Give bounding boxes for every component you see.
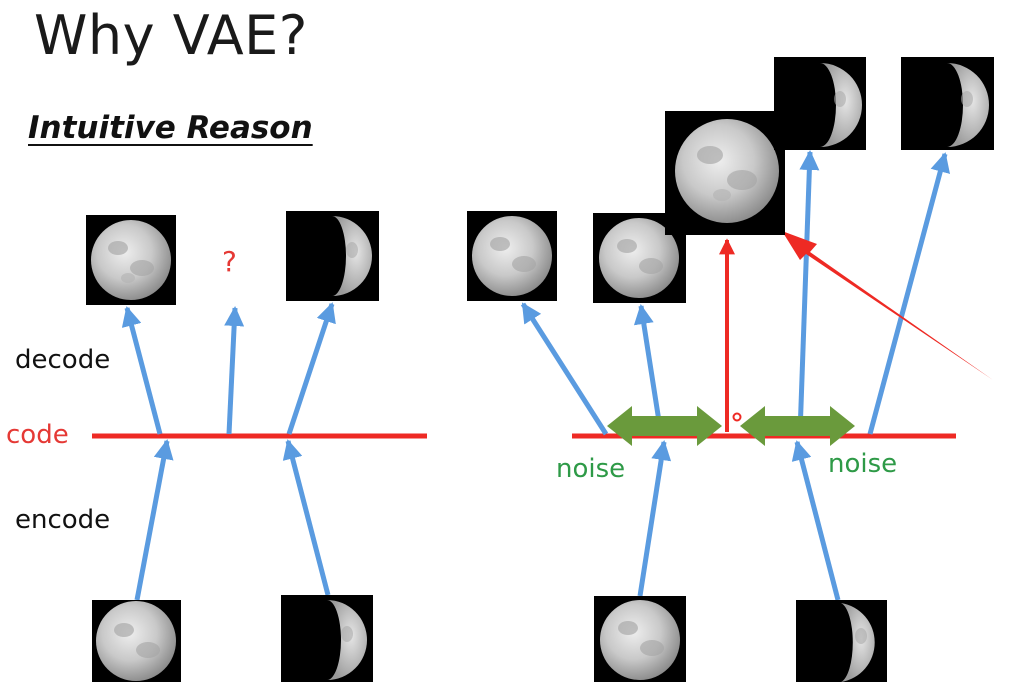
half-moon-output-left (286, 211, 379, 301)
decode-arrow-full-a (520, 302, 609, 436)
noise-arrow-left (607, 406, 722, 446)
encode-arrow-half-right (791, 440, 841, 601)
question-mark-label: ? (222, 245, 237, 278)
noise-arrow-right (740, 406, 855, 446)
encode-arrow-full-right (637, 440, 672, 597)
code-label: code (6, 420, 69, 450)
decode-arrow-half-b (867, 152, 951, 435)
decode-arrow-full-left (121, 306, 163, 435)
encode-label: encode (15, 505, 111, 535)
slide-subtitle: Intuitive Reason (28, 110, 313, 146)
full-moon-output-left (86, 215, 176, 305)
encode-arrow-half-left (282, 439, 331, 596)
decode-label: decode (15, 345, 111, 375)
encode-arrow-full-left (134, 439, 174, 601)
decode-arrow-half-a (797, 150, 820, 435)
half-moon-output-a (774, 57, 866, 150)
decode-arrow-question (224, 306, 245, 435)
full-moon-output-a (467, 211, 557, 301)
half-moon-output-b (901, 57, 994, 150)
full-moon-input-left (92, 600, 181, 682)
full-moon-input-right (594, 596, 686, 682)
decode-arrow-full-b (633, 304, 664, 435)
half-moon-input-left (281, 595, 373, 682)
decode-arrow-half-left (286, 302, 336, 435)
slide-title: Why VAE? (34, 4, 308, 67)
midpoint-dot (732, 412, 742, 422)
pointer-arrow (782, 231, 993, 380)
full-moon-output-large (665, 111, 785, 235)
noise-label-right: noise (828, 449, 898, 479)
half-moon-input-right (796, 600, 887, 682)
noise-label-left: noise (556, 454, 626, 484)
